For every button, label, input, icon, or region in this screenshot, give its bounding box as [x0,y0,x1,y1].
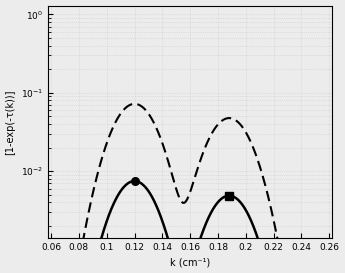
Y-axis label: [1-exp(-τ(k))]: [1-exp(-τ(k))] [6,89,16,155]
X-axis label: k (cm⁻¹): k (cm⁻¹) [170,257,210,268]
